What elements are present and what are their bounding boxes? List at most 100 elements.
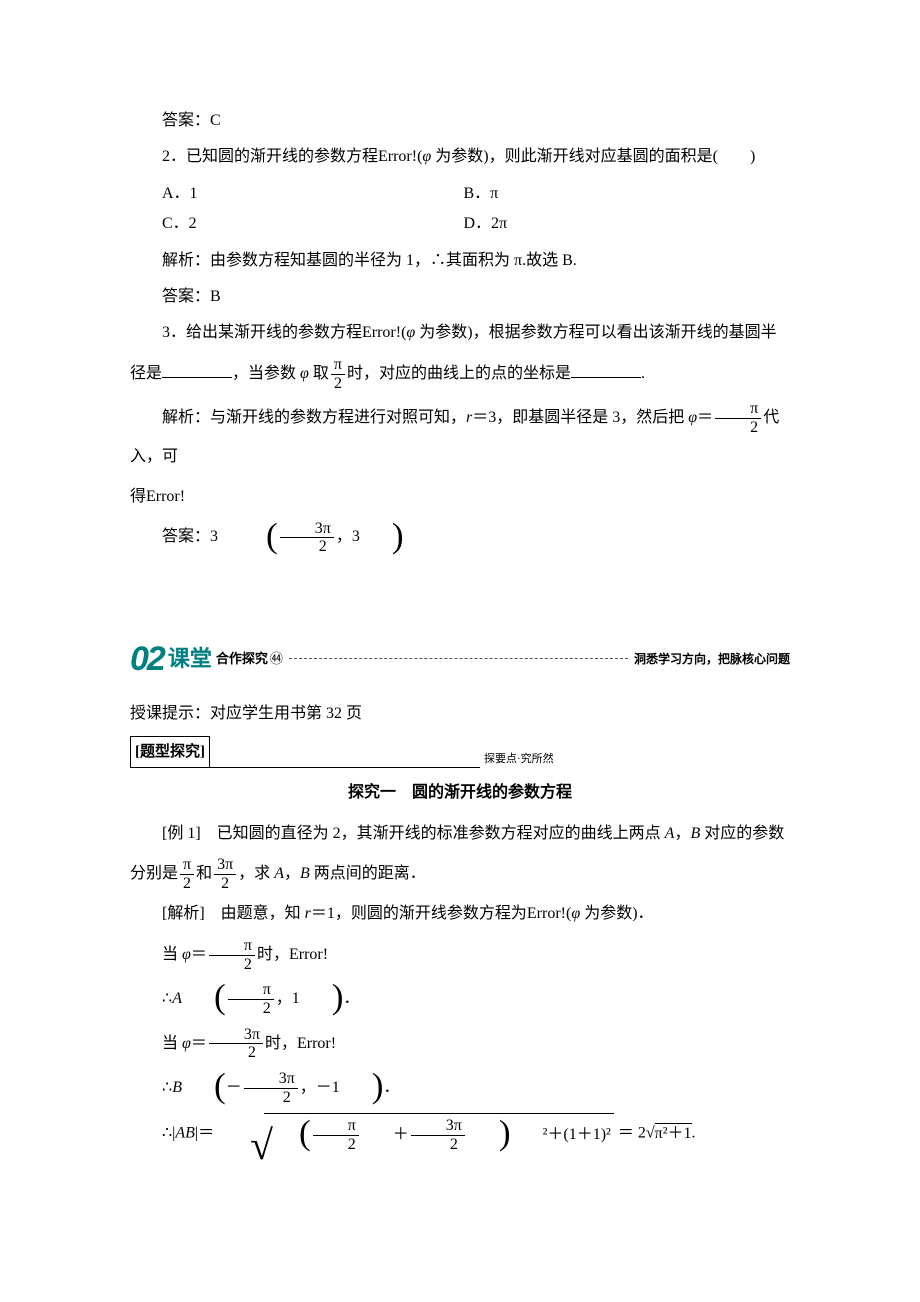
ex1-l2-A: A [274, 865, 284, 882]
teaching-note: 授课提示：对应学生用书第 32 页 [130, 699, 790, 729]
ex1-l2a: 分别是 [130, 865, 178, 882]
ex1-m1: ， [674, 825, 690, 842]
q2-text: 2．已知圆的渐开线的参数方程Error!(φ 为参数)，则此渐开线对应基圆的面积… [162, 148, 755, 165]
sqrt-icon: √ [218, 1131, 273, 1160]
sol-cont: ＝1，则圆的渐开线参数方程为Error!(φ 为参数)． [311, 905, 654, 922]
ex1-f2-den: 2 [214, 874, 236, 893]
ab-pre: ∴| [162, 1125, 175, 1142]
q2-choice-d: D．2π [463, 209, 790, 239]
underline [210, 767, 480, 768]
q3-frac: π2 [331, 356, 345, 392]
q2-choice-b: B．π [463, 179, 790, 209]
q3-l2b: ，当参数 φ 取 [232, 365, 329, 382]
stepB-pre: ∴ [162, 1079, 172, 1096]
section-number: 02 [130, 627, 164, 692]
ab-end: . [692, 1125, 696, 1142]
sqrt-outer: √ (π2＋3π2)²＋(1＋1)² [218, 1113, 614, 1154]
topic-explore-sub: 探要点·究所然 [484, 749, 554, 770]
ex1-m2: 对应的参数 [700, 825, 784, 842]
section-title-sub: 合作探究 [216, 647, 268, 672]
example1-line2: 分别是π2和3π2，求 A，B 两点间的距离． [130, 855, 790, 893]
q3-frac-den: 2 [331, 374, 345, 393]
step1-den: 2 [209, 955, 255, 974]
sol-label: [解析] 由题意，知 [162, 905, 305, 922]
q3-ans-frac-den: 2 [280, 537, 334, 556]
q2-answer: 答案：B [130, 282, 790, 312]
blank-1 [162, 362, 232, 378]
stepB-frac: 3π2 [244, 1070, 298, 1106]
ex1-f1: π2 [180, 856, 194, 892]
q3-ans-after: ，3 [336, 528, 360, 545]
stepB-end: ． [384, 1079, 400, 1096]
step1: 当 φ＝π2时，Error! [130, 936, 790, 974]
sqrt2-icon: √ [646, 1125, 655, 1142]
ab-f1: π2 [313, 1117, 359, 1153]
ab-mid: |＝ [195, 1125, 214, 1142]
q3-l2a: 径是 [130, 365, 162, 382]
ab-AB: AB [175, 1125, 195, 1142]
stepA-after: ，1 [276, 990, 300, 1007]
q3-expl-frac-num: π [715, 400, 761, 418]
ab-plus: ＋ [361, 1116, 409, 1154]
example1-line1: [例 1] 已知圆的直径为 2，其渐开线的标准参数方程对应的曲线上两点 A，B … [130, 819, 790, 849]
q3-expl-a: 解析：与渐开线的参数方程进行对照可知， [162, 409, 466, 426]
section-subtitle: 洞悉学习方向，把脉核心问题 [634, 648, 790, 671]
q2-explanation: 解析：由参数方程知基圆的半径为 1，∴其面积为 π.故选 B. [130, 246, 790, 276]
ab-f2: 3π2 [411, 1117, 465, 1153]
q3-stem-line2: 径是，当参数 φ 取π2时，对应的曲线上的点的坐标是. [130, 355, 790, 393]
stepA-frac: π2 [228, 981, 274, 1017]
q2-choice-a: A．1 [162, 179, 463, 209]
ex1-l2-B: B [300, 865, 310, 882]
ex1-f2-num: 3π [214, 856, 236, 874]
step2-den: 2 [209, 1043, 263, 1062]
q3-expl-frac: π2 [715, 400, 761, 436]
ex1-l2b: 和 [196, 865, 212, 882]
q2-choices-row2: C．2 D．2π [130, 209, 790, 239]
section-title-main: 课堂 [168, 638, 212, 680]
stepA-A: A [172, 990, 182, 1007]
ex1-B: B [690, 825, 700, 842]
explore-heading: 探究一 圆的渐开线的参数方程 [130, 778, 790, 808]
q3-ans-frac-num: 3π [280, 520, 334, 538]
ab-sq: ²＋(1＋1)² [511, 1116, 611, 1154]
stepB-B: B [172, 1079, 182, 1096]
q3-ans-label: 答案：3 [162, 528, 234, 545]
ex1-l2c: ，求 [238, 865, 274, 882]
q2-choice-c: C．2 [162, 209, 463, 239]
q3-explanation-line2: 得Error! [130, 482, 790, 512]
step2b: 时，Error! [265, 1035, 336, 1052]
stepB-after: ，－1 [300, 1079, 340, 1096]
ab-root: π²＋1 [655, 1123, 692, 1142]
q2-stem: 2．已知圆的渐开线的参数方程Error!(φ 为参数)，则此渐开线对应基圆的面积… [130, 142, 790, 172]
q3-l2d: . [641, 365, 645, 382]
stepB-den: 2 [244, 1088, 298, 1107]
ab-f2-num: 3π [411, 1117, 465, 1135]
q3-expl-b: ＝3，即基圆半径是 3，然后把 φ＝ [472, 409, 713, 426]
arrow-icon: ㊹ [270, 647, 283, 672]
ab-eq: ＝ 2 [618, 1125, 646, 1142]
ex1-f1-num: π [180, 856, 194, 874]
ex1-p1: [例 1] 已知圆的直径为 2，其渐开线的标准参数方程对应的曲线上两点 [162, 825, 665, 842]
step2-frac: 3π2 [209, 1026, 263, 1062]
q3-expl-frac-den: 2 [715, 418, 761, 437]
step2-num: 3π [209, 1026, 263, 1044]
blank-2 [571, 362, 641, 378]
ab-f2-den: 2 [411, 1135, 465, 1154]
step1b: 时，Error! [257, 946, 328, 963]
q3-answer: 答案：3 (3π2，3) [130, 518, 790, 556]
topic-explore-box: [题型探究] [130, 736, 210, 769]
q3-explanation-line1: 解析：与渐开线的参数方程进行对照可知，r＝3，即基圆半径是 3，然后把 φ＝π2… [130, 399, 790, 476]
answer-c: 答案：C [130, 106, 790, 136]
q3-frac-num: π [331, 356, 345, 374]
ab-f1-den: 2 [313, 1135, 359, 1154]
ex1-l2d: 两点间的距离． [310, 865, 426, 882]
q2-choices-row1: A．1 B．π [130, 179, 790, 209]
sqrt-body: (π2＋3π2)²＋(1＋1)² [264, 1113, 614, 1154]
stepB-num: 3π [244, 1070, 298, 1088]
stepA-num: π [228, 981, 274, 999]
ab-f1-num: π [313, 1117, 359, 1135]
step-AB: ∴|AB|＝ √ (π2＋3π2)²＋(1＋1)² ＝ 2√π²＋1. [130, 1113, 790, 1154]
ex1-l2-m: ， [284, 865, 300, 882]
q3-stem-line1: 3．给出某渐开线的参数方程Error!(φ 为参数)，根据参数方程可以看出该渐开… [130, 318, 790, 348]
ex1-A: A [665, 825, 675, 842]
